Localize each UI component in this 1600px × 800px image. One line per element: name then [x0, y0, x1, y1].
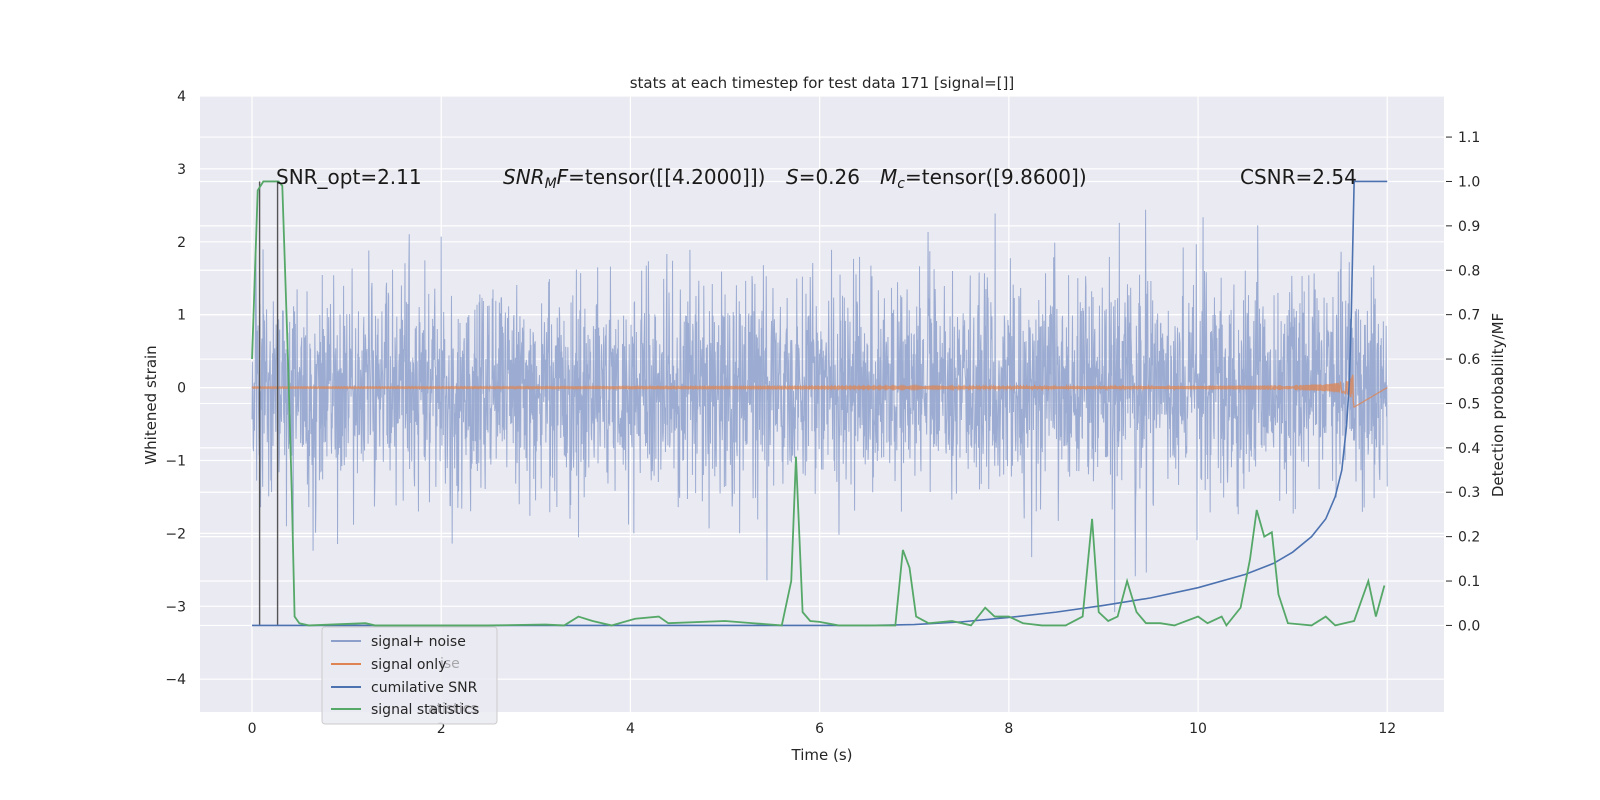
- legend: ise atistics signal+ noise signal only c…: [321, 626, 498, 725]
- x-tick-label: 8: [1004, 721, 1013, 737]
- x-tick-label: 6: [815, 721, 824, 737]
- signal-only-series: [251, 374, 1388, 408]
- x-tick-label: 10: [1189, 721, 1207, 737]
- y-axis-label-right: Detection probability/MF: [1489, 313, 1507, 497]
- snr-mf-symbol-2: F: [557, 165, 569, 189]
- s-symbol: S: [786, 165, 799, 189]
- mc-symbol: M: [880, 165, 897, 189]
- legend-label-signal-noise: signal+ noise: [371, 634, 466, 650]
- y-left-tick-label: 1: [177, 308, 186, 324]
- y-left-tick-label: −1: [165, 453, 186, 469]
- signal-noise-series: [251, 209, 1388, 613]
- s-value: =0.26: [799, 165, 860, 189]
- y-right-tick-label: 0.1: [1458, 574, 1480, 590]
- snr-mf-value: =tensor([[4.2000]]): [568, 165, 765, 189]
- y-right-tick-label: 0.6: [1458, 352, 1480, 368]
- y-left-tick-label: 3: [177, 162, 186, 178]
- annotation-snr-opt: SNR_opt=2.11: [276, 165, 422, 189]
- legend-label-signal-only: signal only: [371, 657, 446, 673]
- cumulative-snr-line: [252, 180, 1388, 627]
- x-tick-label: 2: [437, 721, 446, 737]
- legend-label-cumulative-snr: cumilative SNR: [371, 680, 478, 696]
- annotation-s: S=0.26: [786, 165, 860, 189]
- mc-subscript: c: [897, 176, 905, 192]
- annotation-csnr: CSNR=2.54: [1240, 165, 1357, 189]
- x-tick-label: 4: [626, 721, 635, 737]
- y-left-tick-label: 4: [177, 89, 186, 105]
- y-right-tick-label: 0.7: [1458, 308, 1480, 324]
- y-left-tick-label: −4: [165, 672, 186, 688]
- y-right-tick-label: 0.5: [1458, 396, 1480, 412]
- y-right-tick-label: 0.0: [1458, 618, 1480, 634]
- y-right-tick-label: 0.3: [1458, 485, 1480, 501]
- y-right-tick-label: 0.9: [1458, 219, 1480, 235]
- y-right-tick-label: 0.2: [1458, 530, 1480, 546]
- cumulative-snr-series: [252, 180, 1388, 627]
- y-left-tick-label: −3: [165, 599, 186, 615]
- x-axis-label: Time (s): [791, 746, 853, 764]
- annotation-snr-mf: SNRMF=tensor([[4.2000]]): [503, 165, 765, 192]
- legend-label-signal-statistics: signal statistics: [371, 702, 479, 718]
- y-left-tick-label: 0: [177, 381, 186, 397]
- y-right-tick-label: 0.4: [1458, 441, 1480, 457]
- legend-box: [321, 626, 498, 725]
- y-right-tick-label: 1.1: [1458, 130, 1480, 146]
- signal-statistics-series: [251, 180, 1386, 628]
- legend-ghost-2: atistics: [428, 701, 478, 717]
- annotation-mc: Mc=tensor([9.8600]): [880, 165, 1087, 192]
- snr-mf-subscript: M: [545, 176, 557, 192]
- tick-layer: 0 2 4 6 8 10 1243210−1−2−3−41.11.00.90.80.70.6…: [165, 89, 1480, 737]
- y-right-tick-label: 1.0: [1458, 174, 1480, 190]
- snr-mf-symbol: SNR: [503, 165, 545, 189]
- signal-only-line: [251, 374, 1388, 408]
- signal-statistics-line: [251, 180, 1386, 628]
- y-right-tick-label: 0.8: [1458, 263, 1480, 279]
- x-tick-label: 0: [248, 721, 257, 737]
- x-tick-label: 12: [1378, 721, 1396, 737]
- legend-ghost-1: ise: [440, 656, 460, 672]
- vertical-markers: [258, 181, 279, 626]
- y-axis-label-left: Whitened strain: [142, 345, 160, 464]
- signal-noise-line: [251, 209, 1388, 613]
- y-left-tick-label: 2: [177, 235, 186, 251]
- chart-title: stats at each timestep for test data 171…: [630, 74, 1015, 92]
- mc-value: =tensor([9.8600]): [905, 165, 1087, 189]
- y-left-tick-label: −2: [165, 526, 186, 542]
